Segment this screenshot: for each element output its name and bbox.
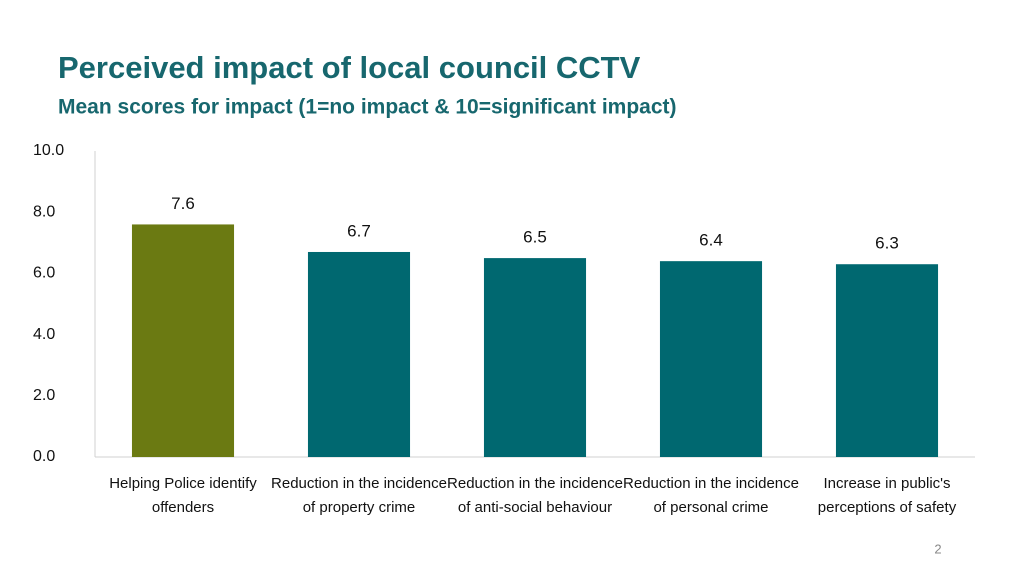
chart-title: Perceived impact of local council CCTV xyxy=(58,50,641,85)
y-tick-label: 8.0 xyxy=(33,203,55,220)
x-tick-label: Reduction in the incidence of personal c… xyxy=(623,475,799,516)
value-label: 6.3 xyxy=(875,234,899,253)
bar xyxy=(835,264,939,457)
value-label: 7.6 xyxy=(171,194,195,213)
y-tick-label: 4.0 xyxy=(33,326,55,343)
bar xyxy=(307,251,411,457)
bar xyxy=(131,224,235,457)
y-tick-label: 0.0 xyxy=(33,448,55,465)
y-tick-label: 2.0 xyxy=(33,387,55,404)
x-tick-label: Helping Police identify offenders xyxy=(109,475,257,516)
bar xyxy=(483,258,587,457)
value-label: 6.5 xyxy=(523,228,547,247)
y-tick-label: 6.0 xyxy=(33,265,55,282)
value-label: 6.7 xyxy=(347,221,371,240)
value-label: 6.4 xyxy=(699,231,723,250)
x-tick-label: Increase in public's perceptions of safe… xyxy=(817,475,957,516)
y-tick-label: 10.0 xyxy=(33,142,64,159)
chart-subtitle: Mean scores for impact (1=no impact & 10… xyxy=(58,96,677,119)
x-tick-label: Reduction in the incidence of anti-socia… xyxy=(447,475,623,516)
x-tick-label: Reduction in the incidence of property c… xyxy=(271,475,447,516)
page-number: 2 xyxy=(934,541,941,556)
bar xyxy=(659,261,763,457)
